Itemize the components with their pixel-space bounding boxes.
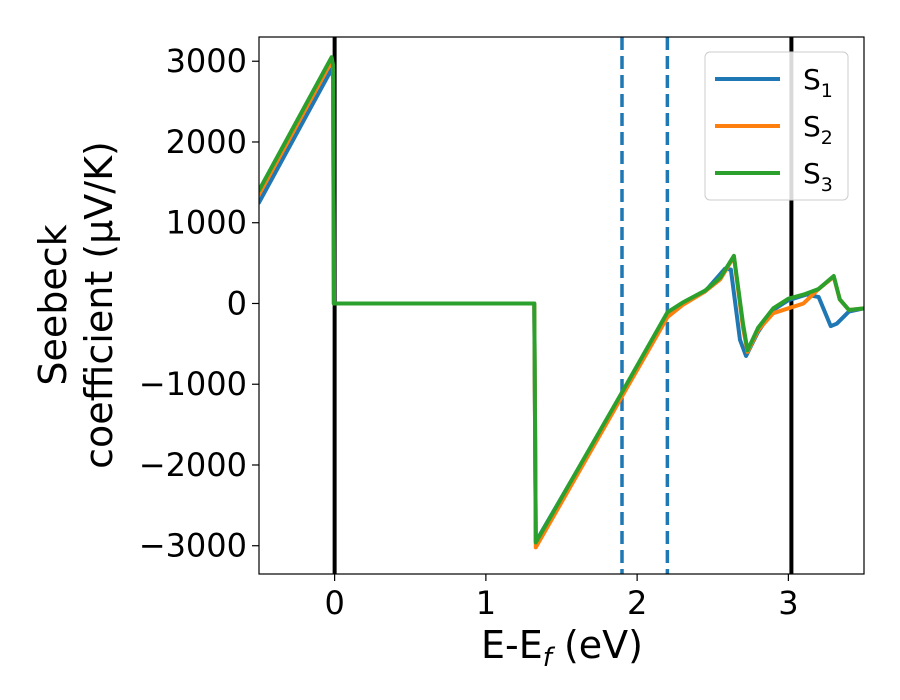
y-tick-label-1: 2000 bbox=[166, 123, 247, 161]
legend-label-3: S3 bbox=[803, 157, 833, 196]
x-axis: 0 1 2 3 bbox=[324, 574, 799, 622]
legend-label-2: S2 bbox=[803, 110, 833, 149]
x-tick-label-2: 2 bbox=[627, 584, 647, 622]
y-tick-label-5: −2000 bbox=[139, 446, 247, 484]
legend: S1 S2 S3 bbox=[704, 51, 849, 201]
plot-content bbox=[259, 37, 864, 574]
legend-label-1: S1 bbox=[803, 63, 833, 102]
x-tick-label-3: 3 bbox=[778, 584, 798, 622]
y-tick-label-2: 1000 bbox=[166, 204, 247, 242]
y-axis: 3000 2000 1000 0 −1000 −2000 −3000 bbox=[139, 42, 259, 565]
y-axis-title: Seebeck coefficient (μV/K) bbox=[31, 141, 121, 469]
series-line-3 bbox=[259, 55, 864, 545]
y-tick-label-3: 0 bbox=[227, 284, 247, 322]
y-tick-label-6: −3000 bbox=[139, 527, 247, 565]
y-tick-label-4: −1000 bbox=[139, 365, 247, 403]
y-axis-title-line1: Seebeck bbox=[31, 224, 75, 385]
plot-frame bbox=[258, 36, 865, 575]
y-tick-label-0: 3000 bbox=[166, 42, 247, 80]
x-axis-title-main: E-E bbox=[481, 623, 543, 667]
y-axis-title-line2: coefficient (μV/K) bbox=[77, 141, 121, 469]
x-tick-label-0: 0 bbox=[324, 584, 344, 622]
x-axis-title: E-Ef (eV) bbox=[481, 623, 643, 673]
x-axis-title-unit: (eV) bbox=[552, 623, 643, 667]
x-tick-label-1: 1 bbox=[476, 584, 496, 622]
